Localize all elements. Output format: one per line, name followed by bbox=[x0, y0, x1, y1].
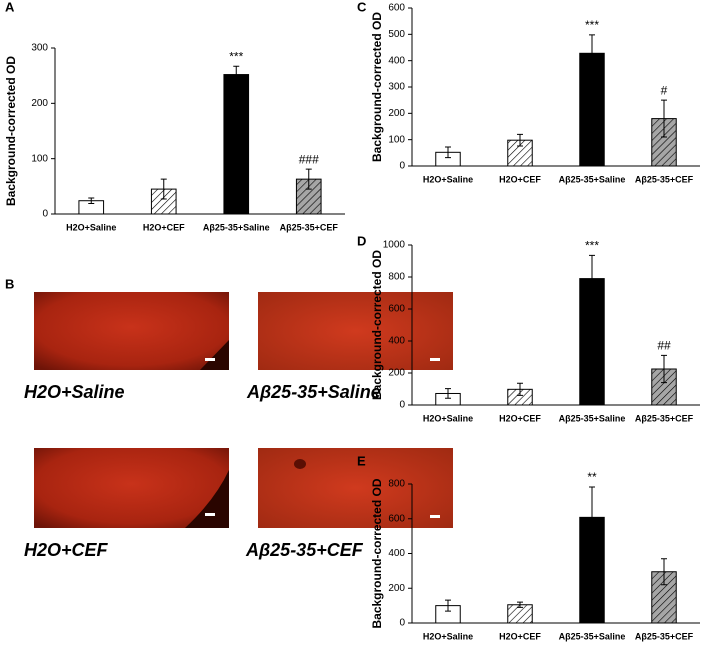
x-tick-label: Aβ25-35+CEF bbox=[635, 631, 694, 641]
x-tick-label: Aβ25-35+Saline bbox=[203, 222, 270, 232]
micrograph bbox=[34, 448, 229, 528]
y-tick-label: 200 bbox=[388, 583, 405, 594]
y-axis-title: Background-corrected OD bbox=[370, 250, 384, 400]
x-tick-label: H2O+CEF bbox=[143, 222, 185, 232]
y-tick-label: 300 bbox=[31, 43, 48, 54]
error-bar bbox=[160, 178, 167, 200]
error-bar bbox=[589, 34, 595, 73]
significance: ### bbox=[299, 152, 319, 166]
image-label: H2O+Saline bbox=[24, 382, 125, 402]
y-axis-title: Background-corrected OD bbox=[4, 56, 18, 206]
x-tick-label: Aβ25-35+CEF bbox=[635, 413, 694, 423]
y-tick-label: 500 bbox=[388, 29, 405, 40]
error-bar bbox=[233, 65, 240, 84]
error-bar bbox=[661, 99, 667, 138]
y-tick-label: 1000 bbox=[383, 240, 406, 251]
error-bar bbox=[445, 599, 451, 612]
panel-letter: E bbox=[357, 453, 366, 468]
x-tick-label: H2O+Saline bbox=[423, 631, 473, 641]
image-label: Aβ25-35+CEF bbox=[245, 540, 364, 560]
y-tick-label: 0 bbox=[399, 161, 405, 172]
error-bar bbox=[305, 168, 312, 190]
error-bar bbox=[661, 558, 667, 586]
x-tick-label: Aβ25-35+CEF bbox=[280, 222, 339, 232]
micrograph bbox=[258, 292, 453, 370]
x-tick-label: H2O+CEF bbox=[499, 174, 541, 184]
significance: *** bbox=[229, 49, 243, 63]
error-bar bbox=[517, 133, 523, 147]
micrograph bbox=[34, 292, 229, 370]
y-tick-label: 100 bbox=[388, 134, 405, 145]
panel-letter: D bbox=[357, 233, 366, 248]
error-bar bbox=[517, 382, 523, 396]
x-tick-label: H2O+Saline bbox=[423, 174, 473, 184]
significance: ** bbox=[587, 470, 597, 484]
x-tick-label: H2O+CEF bbox=[499, 631, 541, 641]
y-tick-label: 400 bbox=[388, 336, 405, 347]
x-tick-label: H2O+CEF bbox=[499, 413, 541, 423]
image-label: H2O+CEF bbox=[24, 540, 109, 560]
x-tick-label: H2O+Saline bbox=[423, 413, 473, 423]
error-bar bbox=[589, 254, 595, 303]
panel-letter: C bbox=[357, 0, 367, 14]
y-tick-label: 600 bbox=[388, 3, 405, 14]
y-tick-label: 0 bbox=[399, 400, 405, 411]
panel-letter: A bbox=[5, 0, 15, 14]
significance: *** bbox=[585, 239, 599, 253]
y-tick-label: 200 bbox=[388, 108, 405, 119]
y-tick-label: 600 bbox=[388, 304, 405, 315]
significance: # bbox=[661, 83, 668, 97]
y-tick-label: 200 bbox=[388, 368, 405, 379]
error-bar bbox=[445, 388, 451, 399]
micrograph bbox=[258, 448, 453, 528]
error-bar bbox=[589, 486, 595, 549]
y-tick-label: 800 bbox=[388, 272, 405, 283]
y-tick-label: 300 bbox=[388, 82, 405, 93]
x-tick-label: Aβ25-35+Saline bbox=[559, 413, 626, 423]
x-tick-label: Aβ25-35+CEF bbox=[635, 174, 694, 184]
image-label: Aβ25-35+Saline bbox=[246, 382, 381, 402]
significance: ## bbox=[657, 339, 671, 353]
y-tick-label: 200 bbox=[31, 98, 48, 109]
y-tick-label: 400 bbox=[388, 548, 405, 559]
error-bar bbox=[517, 601, 523, 608]
error-bar bbox=[661, 354, 667, 384]
bar bbox=[223, 74, 250, 215]
y-axis-title: Background-corrected OD bbox=[370, 12, 384, 162]
panel-letter: B bbox=[5, 276, 14, 291]
x-tick-label: Aβ25-35+Saline bbox=[559, 174, 626, 184]
error-bar bbox=[445, 146, 451, 159]
y-tick-label: 0 bbox=[399, 618, 405, 629]
significance: *** bbox=[585, 18, 599, 32]
y-axis-title: Background-corrected OD bbox=[370, 478, 384, 628]
y-tick-label: 400 bbox=[388, 55, 405, 66]
error-bar bbox=[88, 197, 95, 204]
x-tick-label: Aβ25-35+Saline bbox=[559, 631, 626, 641]
y-tick-label: 600 bbox=[388, 513, 405, 524]
y-tick-label: 800 bbox=[388, 479, 405, 490]
y-tick-label: 0 bbox=[42, 209, 48, 220]
y-tick-label: 100 bbox=[31, 153, 48, 164]
x-tick-label: H2O+Saline bbox=[66, 222, 116, 232]
